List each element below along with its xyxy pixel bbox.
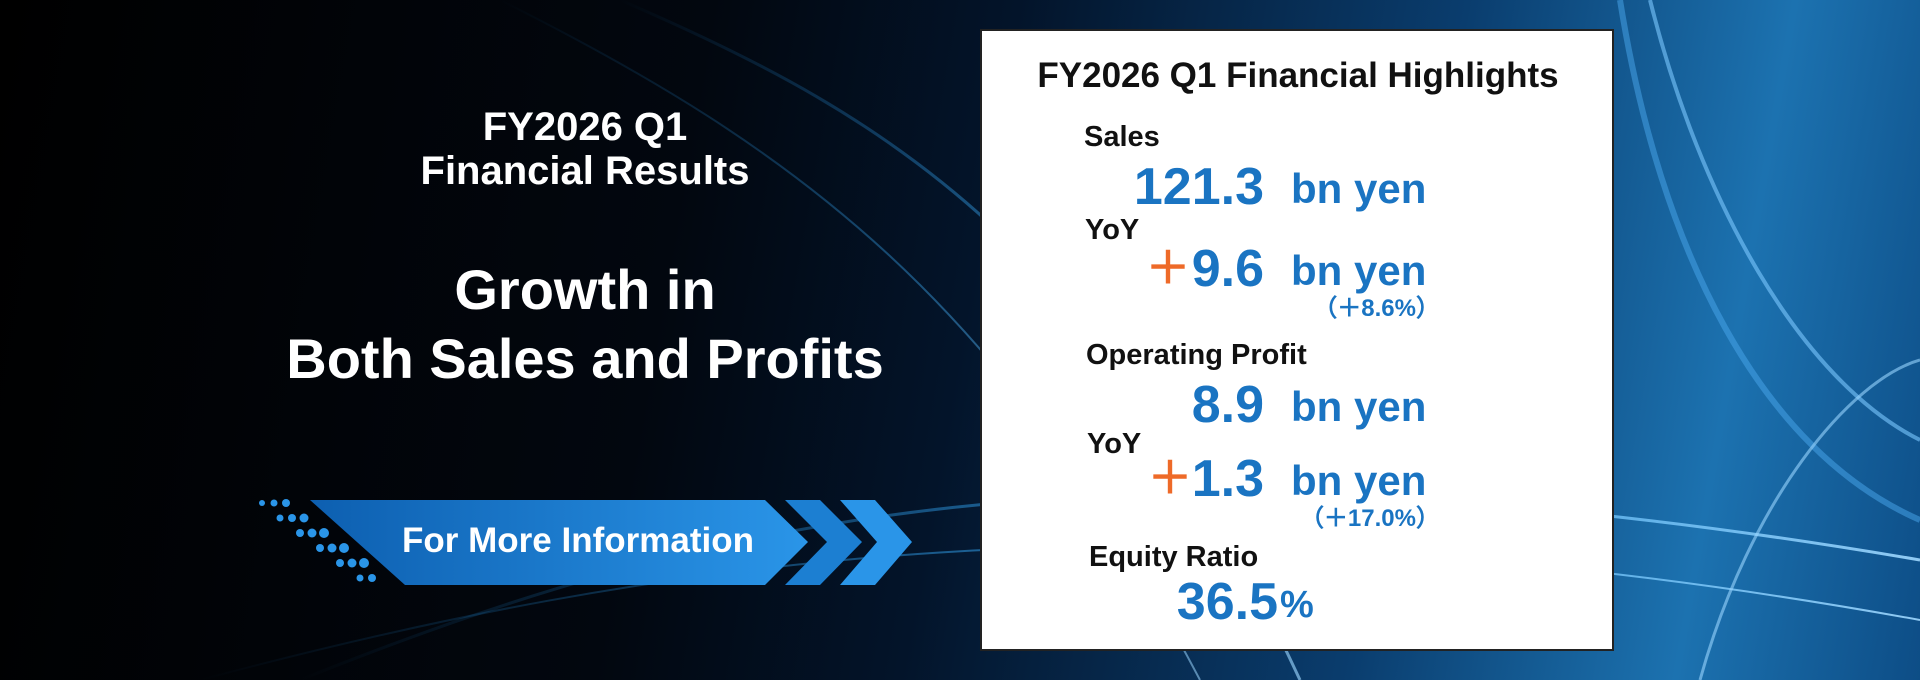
button-dots xyxy=(259,499,376,582)
item-change: （＋17.0%） xyxy=(1299,505,1440,532)
item-unit: bn yen xyxy=(1291,247,1427,294)
item-unit: bn yen xyxy=(1291,457,1427,504)
item-change: （＋8.6%） xyxy=(1313,295,1440,322)
title-line: Financial Results xyxy=(420,149,750,193)
panel-title: FY2026 Q1 Financial Highlights xyxy=(1037,56,1559,95)
item-unit: bn yen xyxy=(1291,383,1427,430)
item-unit: % xyxy=(1280,584,1314,626)
item-label: Sales xyxy=(1084,121,1160,153)
item-label: Operating Profit xyxy=(1086,339,1307,371)
item-label: Equity Ratio xyxy=(1089,541,1259,573)
headline-line: Both Sales and Profits xyxy=(286,327,884,390)
title-line: FY2026 Q1 xyxy=(482,105,688,149)
item-label: YoY xyxy=(1087,428,1142,460)
highlights-panel xyxy=(980,29,1614,651)
item-value: 121.3 xyxy=(1133,158,1264,216)
item-sign: ＋ xyxy=(1146,244,1190,293)
item-value: 8.9 xyxy=(1191,376,1264,434)
item-value: 9.6 xyxy=(1191,240,1264,298)
more-info-button[interactable]: For More Information xyxy=(402,521,754,560)
button-shape[interactable] xyxy=(310,500,912,585)
item-label: YoY xyxy=(1085,214,1140,246)
item-sign: ＋ xyxy=(1148,454,1192,503)
item-unit: bn yen xyxy=(1291,165,1427,212)
item-value: 1.3 xyxy=(1191,450,1264,508)
item-value: 36.5 xyxy=(1176,573,1278,631)
headline-line: Growth in xyxy=(454,258,716,321)
